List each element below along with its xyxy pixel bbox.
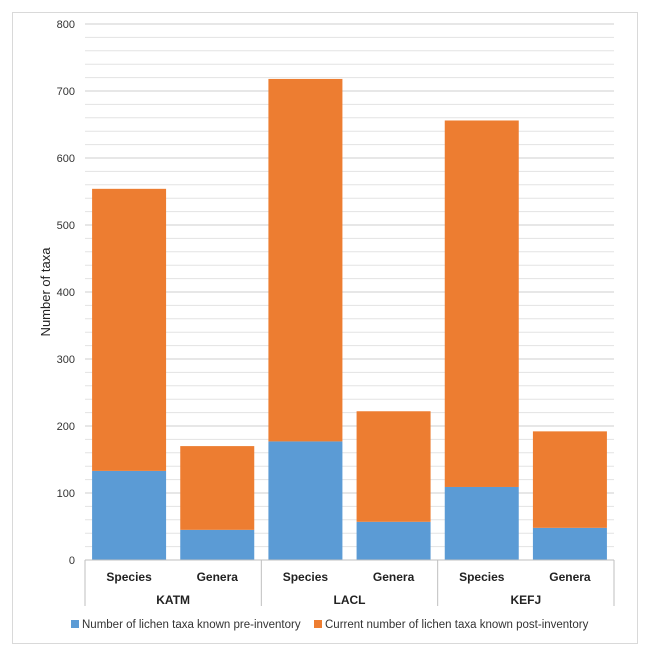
x-tick-label: Genera [373,570,415,584]
bar-pre-inventory-katm-species [92,470,167,560]
legend-label-pre-inventory: Number of lichen taxa known pre-inventor… [82,619,301,631]
bar-pre-inventory-lacl-genera [356,521,431,560]
y-tick-label: 0 [69,555,75,567]
group-label-katm: KATM [156,593,190,607]
bar-post-inventory-kefj-genera [532,431,607,528]
x-tick-label: Species [106,570,152,584]
group-label-kefj: KEFJ [510,593,541,607]
legend-label-post-inventory: Current number of lichen taxa known post… [325,619,589,631]
legend: Number of lichen taxa known pre-inventor… [71,619,589,631]
bar-post-inventory-lacl-genera [356,411,431,522]
bar-post-inventory-katm-genera [180,446,255,530]
y-tick-label: 500 [57,220,75,232]
x-tick-label: Species [283,570,329,584]
y-tick-label: 600 [57,153,75,165]
bars [92,78,607,560]
y-tick-labels: 0 100 200 300 400 500 600 700 800 [57,19,75,567]
legend-swatch-pre-inventory [71,620,79,628]
bar-post-inventory-kefj-species [444,120,519,487]
y-tick-label: 100 [57,488,75,500]
bar-pre-inventory-lacl-species [268,441,343,560]
y-tick-label: 400 [57,287,75,299]
y-tick-label: 200 [57,421,75,433]
bar-pre-inventory-katm-genera [180,529,255,560]
bar-post-inventory-katm-species [92,188,167,471]
bar-pre-inventory-kefj-species [444,486,519,560]
x-axis: Species Genera Species Genera Species Genera K… [84,559,615,607]
x-tick-label: Genera [197,570,239,584]
x-tick-label: Genera [549,570,591,584]
x-tick-label: Species [459,570,505,584]
bar-post-inventory-lacl-species [268,78,343,442]
bar-pre-inventory-kefj-genera [532,527,607,560]
y-axis-label: Number of taxa [38,247,53,337]
y-tick-label: 300 [57,354,75,366]
group-label-lacl: LACL [334,593,366,607]
y-tick-label: 700 [57,86,75,98]
y-tick-label: 800 [57,19,75,31]
legend-swatch-post-inventory [314,620,322,628]
